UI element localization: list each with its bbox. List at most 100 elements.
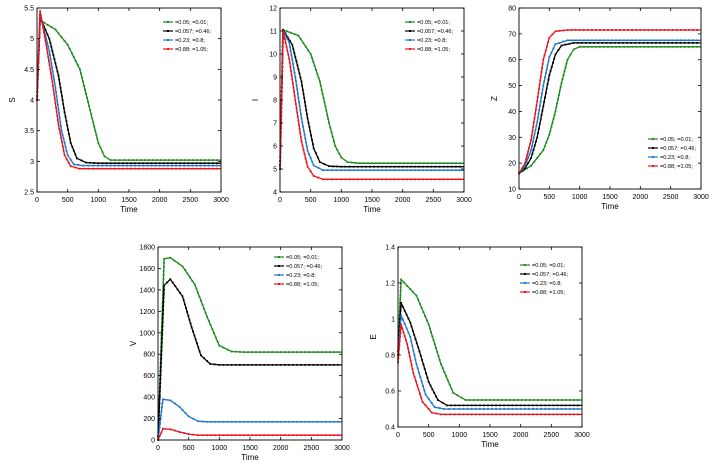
- data-point: [101, 151, 104, 153]
- data-point: [455, 162, 457, 165]
- axes-frame: [36, 7, 222, 193]
- data-point: [313, 64, 316, 67]
- data-point: [163, 265, 165, 268]
- data-point: [552, 408, 555, 410]
- y-tick-label: 200: [143, 416, 155, 423]
- data-point: [52, 89, 55, 92]
- data-point: [576, 42, 579, 44]
- x-tick-label: 0: [278, 197, 282, 204]
- data-point: [548, 133, 551, 136]
- series-line-4: [279, 30, 464, 180]
- data-point: [398, 344, 401, 347]
- data-point: [438, 169, 441, 172]
- y-tick-label: 0: [151, 438, 155, 445]
- data-point: [436, 351, 439, 353]
- data-point: [558, 42, 561, 44]
- data-point: [161, 337, 163, 340]
- data-point: [415, 342, 418, 345]
- data-point: [541, 63, 544, 65]
- data-point: [400, 323, 402, 326]
- data-point: [420, 307, 423, 309]
- data-point: [47, 56, 50, 58]
- data-point: [60, 125, 62, 128]
- data-point: [142, 164, 145, 167]
- legend-label: =0.057; =0.46;: [286, 264, 323, 270]
- data-point: [655, 39, 658, 42]
- legend-label: =0.057; =0.46;: [417, 29, 454, 35]
- data-point: [126, 164, 128, 167]
- data-point: [332, 165, 335, 168]
- data-point: [412, 291, 415, 294]
- data-point: [300, 136, 302, 139]
- data-point: [615, 39, 617, 42]
- data-point: [243, 434, 245, 437]
- data-point: [406, 343, 409, 346]
- data-point: [195, 287, 198, 290]
- data-point: [295, 84, 298, 87]
- data-point: [174, 402, 176, 405]
- x-tick-label: 1500: [364, 197, 380, 204]
- data-point: [211, 328, 214, 330]
- data-point: [337, 364, 339, 366]
- data-point: [360, 169, 363, 172]
- data-point: [191, 167, 194, 170]
- data-point: [439, 162, 441, 165]
- data-point: [97, 164, 100, 167]
- data-point: [415, 363, 418, 365]
- data-point: [565, 399, 567, 401]
- data-point: [545, 68, 548, 71]
- data-point: [414, 338, 417, 340]
- data-point: [316, 351, 319, 353]
- legend-marker: [652, 156, 654, 158]
- data-point: [659, 45, 662, 48]
- data-point: [585, 42, 587, 44]
- data-point: [216, 167, 218, 170]
- x-tick-label: 500: [543, 194, 555, 201]
- data-point: [191, 162, 194, 165]
- data-point: [533, 399, 535, 401]
- data-point: [179, 167, 181, 170]
- data-point: [546, 45, 548, 48]
- data-point: [558, 90, 561, 92]
- data-point: [373, 165, 375, 168]
- legend-label: =0.05; =0.01;: [175, 20, 208, 26]
- data-point: [280, 127, 282, 130]
- data-point: [197, 346, 200, 349]
- data-point: [67, 161, 70, 164]
- data-point: [289, 45, 291, 48]
- data-point: [460, 396, 463, 399]
- data-point: [407, 162, 409, 165]
- data-point: [292, 82, 294, 85]
- data-point: [181, 409, 184, 411]
- data-point: [296, 115, 299, 118]
- data-point: [201, 434, 204, 437]
- x-tick-label: 3000: [334, 445, 350, 452]
- data-point: [275, 420, 278, 423]
- data-point: [544, 404, 547, 407]
- data-point: [194, 338, 197, 341]
- data-point: [319, 161, 321, 163]
- data-point: [541, 88, 544, 91]
- data-point: [183, 162, 186, 165]
- data-point: [572, 42, 575, 44]
- data-point: [45, 43, 48, 46]
- legend: =0.05; =0.01;=0.057; =0.46;=0.23; =0.8;=…: [520, 263, 569, 296]
- data-point: [58, 82, 61, 85]
- data-point: [328, 122, 330, 124]
- data-point: [182, 299, 185, 302]
- y-tick-label: 8: [273, 98, 277, 105]
- data-point: [302, 129, 305, 132]
- data-point: [651, 29, 654, 31]
- data-point: [492, 399, 495, 401]
- data-point: [267, 351, 270, 353]
- data-point: [420, 380, 423, 383]
- data-point: [635, 29, 638, 31]
- data-point: [282, 38, 284, 40]
- data-point: [162, 296, 165, 299]
- data-point: [572, 408, 575, 410]
- data-point: [468, 399, 471, 401]
- data-point: [696, 45, 698, 48]
- data-point: [414, 358, 417, 361]
- data-point: [218, 420, 221, 423]
- data-point: [409, 359, 412, 362]
